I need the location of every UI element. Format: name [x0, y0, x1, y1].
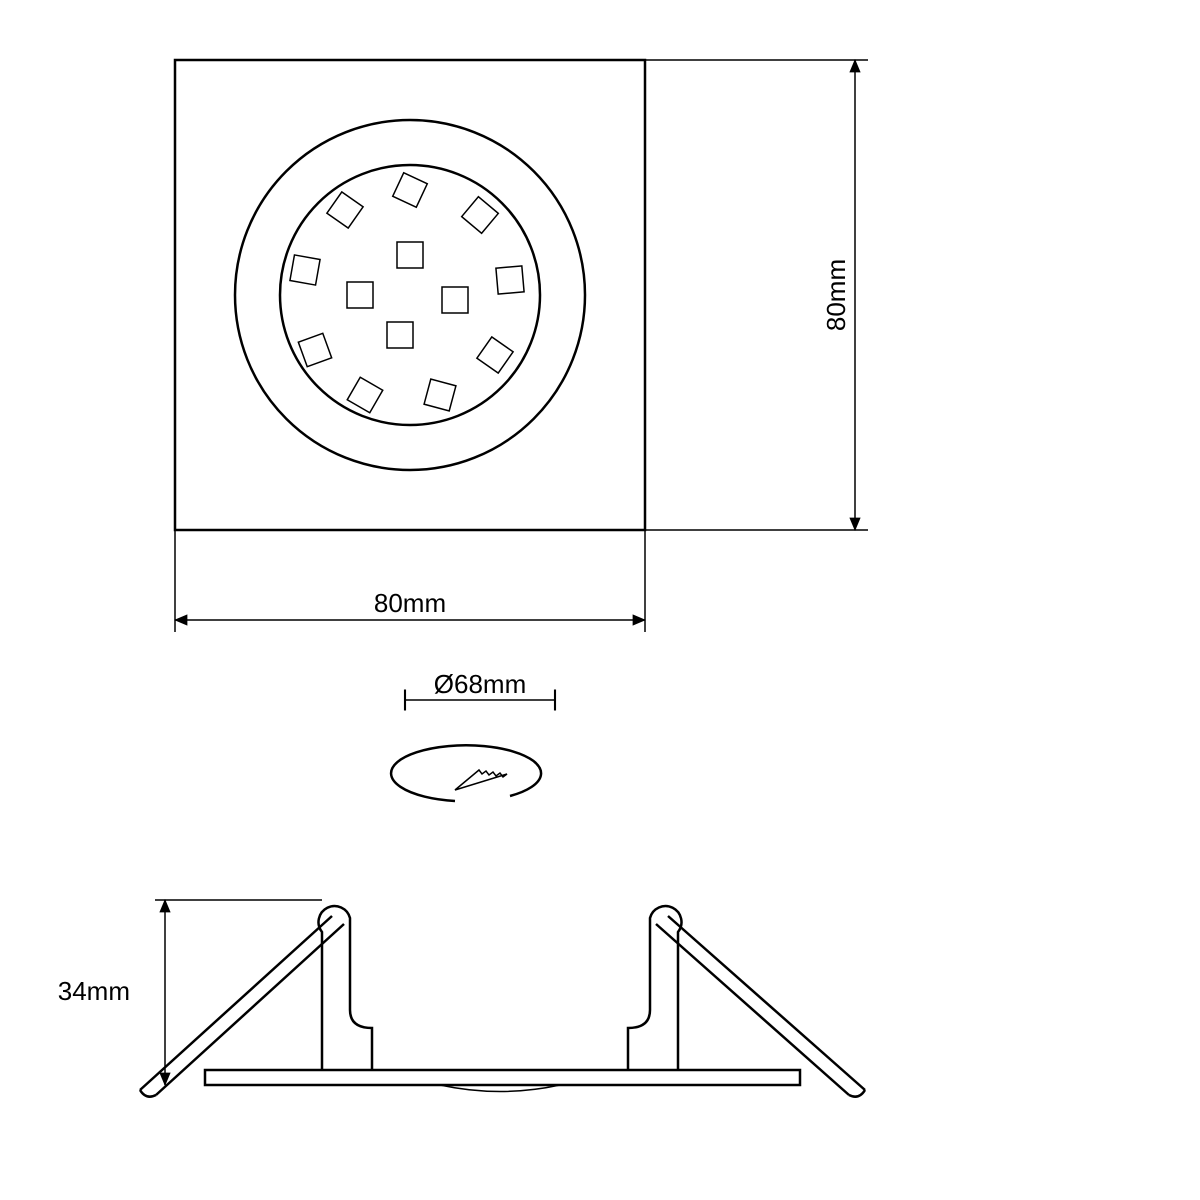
cutout-view: Ø68mm	[391, 669, 555, 801]
led-chip	[496, 266, 524, 294]
technical-drawing: 80mm 80mm Ø68mm	[0, 0, 1200, 1200]
led-chip	[424, 379, 456, 411]
cutout-ellipse	[391, 745, 541, 801]
side-view: 34mm	[58, 900, 865, 1097]
dim-height-side: 34mm	[58, 900, 322, 1085]
led-chip	[477, 337, 513, 373]
cutout-saw-icon	[455, 770, 507, 790]
led-chip	[347, 282, 373, 308]
led-chip	[387, 322, 413, 348]
led-chip	[327, 192, 363, 228]
led-chip	[393, 173, 428, 208]
led-chips	[290, 173, 524, 413]
dim-height-top: 80mm	[645, 60, 868, 530]
led-chip	[290, 255, 320, 285]
dim-height-top-label: 80mm	[821, 259, 851, 331]
led-chip	[397, 242, 423, 268]
fixture-square	[175, 60, 645, 530]
dim-width: 80mm	[175, 530, 645, 632]
flange-plate	[205, 1070, 800, 1085]
dim-width-label: 80mm	[374, 588, 446, 618]
led-chip	[462, 197, 499, 234]
body-wall-right	[628, 906, 681, 1070]
cutout-dim-label: Ø68mm	[434, 669, 526, 699]
bezel-outer-circle	[235, 120, 585, 470]
dim-height-side-label: 34mm	[58, 976, 130, 1006]
body-wall-left	[319, 906, 372, 1070]
led-chip	[347, 377, 383, 413]
top-view: 80mm 80mm	[175, 60, 868, 632]
led-chip	[298, 333, 331, 366]
led-chip	[442, 287, 468, 313]
